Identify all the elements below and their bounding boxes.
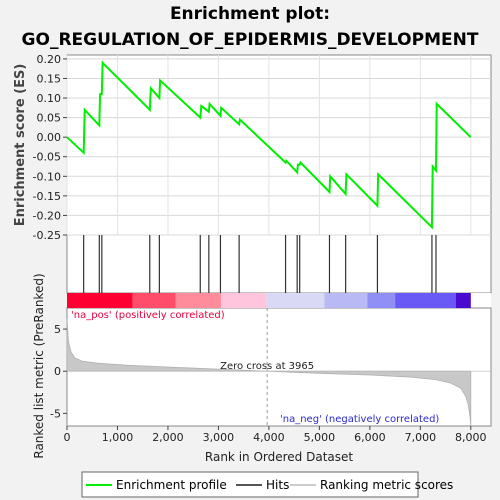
hit-marks [83,235,437,293]
color-bar-segment [455,293,471,308]
es-y-tick-label: -0.05 [33,151,61,164]
es-y-tick-label: -0.25 [33,229,61,242]
color-bar-segment [324,293,368,308]
ranked-metric-area [66,318,491,427]
hits-panel [66,234,492,294]
pos-correlated-label: 'na_pos' (positively correlated) [71,310,225,321]
es-y-tick-label: -0.15 [33,190,61,203]
x-tick-label: 4,000 [253,431,285,444]
es-y-tick-label: -0.20 [33,209,61,222]
color-bar-segment [132,293,176,308]
legend-label-enrichment: Enrichment profile [116,478,227,492]
ranked-y-tick-label: 0 [54,365,61,378]
ranked-y-ticks: 5 0 -5 [50,323,67,420]
x-tick-label: 2,000 [152,431,184,444]
x-ticks: 0 1,000 2,000 3,000 4,000 5,000 6,000 7,000 8,00… [64,426,487,444]
enrichment-profile-line [66,60,472,230]
es-y-axis-label: Enrichment score (ES) [13,64,28,227]
es-y-tick-label: 0.05 [37,112,62,125]
color-bar-segment [67,293,133,308]
x-tick-label: 1,000 [102,431,134,444]
x-tick-label: 5,000 [304,431,336,444]
chart-title-line1: Enrichment plot: [170,4,330,24]
ranked-metric-fill [66,318,472,427]
es-y-tick-label: 0.20 [37,53,62,66]
ranked-y-axis-label: Ranked list metric (PreRanked) [32,273,46,458]
color-bar-segment [175,293,221,308]
ranked-y-tick-label: 5 [54,323,61,336]
ranked-y-tick-label: -5 [50,407,61,420]
color-bar-segment [395,293,456,308]
es-y-tick-label: -0.10 [33,170,61,183]
color-bar-segment [220,293,267,308]
es-y-tick-label: 0.15 [37,72,62,85]
x-tick-label: 6,000 [354,431,386,444]
zero-cross-label: Zero cross at 3965 [220,361,314,372]
x-tick-label: 0 [64,431,71,444]
color-bar-segment [266,293,325,308]
neg-correlated-label: 'na_neg' (negatively correlated) [280,414,439,425]
chart-title-line2: GO_REGULATION_OF_EPIDERMIS_DEVELOPMENT [22,30,479,50]
x-axis-label: Rank in Ordered Dataset [205,450,353,464]
color-bar [67,293,471,308]
legend-label-ranking: Ranking metric scores [320,478,453,492]
x-tick-label: 7,000 [405,431,437,444]
es-y-ticks: 0.20 0.15 0.10 0.05 0.00 -0.05 -0.10 -0.15 -0.20… [33,53,67,242]
legend-label-hits: Hits [266,478,289,492]
x-tick-label: 8,000 [455,431,487,444]
es-y-tick-label: 0.10 [37,92,62,105]
x-tick-label: 3,000 [203,431,235,444]
es-y-tick-label: 0.00 [37,131,62,144]
es-panel [66,54,492,236]
color-bar-segment [367,293,396,308]
